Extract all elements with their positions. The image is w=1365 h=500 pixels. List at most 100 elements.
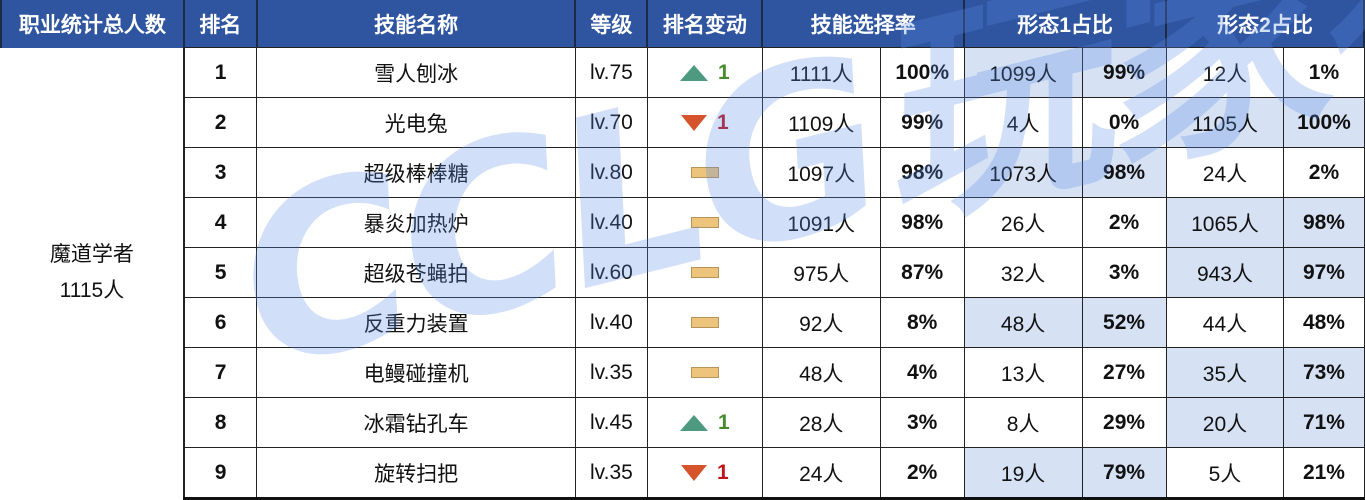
header-change: 排名变动	[646, 0, 764, 48]
pick-count-cell: 1111人	[761, 47, 881, 98]
no-change-icon	[690, 217, 719, 229]
form1-count-cell: 8人	[963, 397, 1083, 448]
form2-count-cell: 5人	[1165, 447, 1285, 500]
rank-change-cell: 1	[646, 47, 763, 98]
level-cell: lv.35	[574, 447, 648, 500]
form1-pct-cell: 79%	[1081, 447, 1167, 500]
no-change-icon	[690, 317, 719, 329]
rank-change-value: 1	[718, 60, 730, 84]
form2-pct-cell: 21%	[1283, 447, 1365, 500]
rank-change-cell	[646, 297, 763, 348]
skill-name-cell: 暴炎加热炉	[256, 197, 576, 248]
table-row: 7 电鳗碰撞机 lv.35 48人 4% 13人 27% 35人 73%	[1, 347, 1365, 398]
form1-pct-cell: 2%	[1081, 197, 1167, 248]
level-cell: lv.40	[574, 197, 648, 248]
table-row: 魔道学者 1115人 1 雪人刨冰 lv.75 1 1111人 100% 109…	[1, 47, 1365, 499]
no-change-icon	[690, 167, 719, 179]
rank-change-cell	[646, 247, 763, 298]
rank-cell: 6	[183, 297, 258, 348]
pick-count-cell: 28人	[761, 397, 881, 448]
skill-name-cell: 光电兔	[256, 97, 576, 148]
form2-count-cell: 35人	[1165, 347, 1285, 398]
level-cell: lv.80	[574, 147, 648, 198]
form1-pct-cell: 29%	[1081, 397, 1167, 448]
pick-rate-cell: 4%	[879, 347, 965, 398]
pick-count-cell: 48人	[761, 347, 881, 398]
rank-cell: 1	[183, 47, 258, 98]
rank-change-cell	[646, 147, 763, 198]
level-cell: lv.40	[574, 297, 648, 348]
rank-cell: 3	[183, 147, 258, 198]
form1-count-cell: 4人	[963, 97, 1083, 148]
level-cell: lv.35	[574, 347, 648, 398]
class-name: 魔道学者	[49, 243, 134, 266]
pick-rate-cell: 8%	[879, 297, 965, 348]
form1-pct-cell: 27%	[1081, 347, 1167, 398]
rank-change-value: 1	[718, 410, 730, 434]
rank-change-cell	[646, 347, 763, 398]
arrow-down-icon	[681, 464, 707, 481]
no-change-icon	[690, 367, 719, 379]
form2-count-cell: 1065人	[1165, 197, 1285, 248]
rank-cell: 4	[183, 197, 258, 248]
form1-pct-cell: 98%	[1081, 147, 1167, 198]
form1-count-cell: 1099人	[963, 47, 1083, 98]
form1-count-cell: 19人	[963, 447, 1083, 500]
level-cell: lv.45	[574, 397, 648, 448]
rank-cell: 7	[183, 347, 258, 398]
arrow-up-icon	[680, 64, 708, 81]
form1-count-cell: 48人	[963, 297, 1083, 348]
class-group-cell: 魔道学者 1115人	[1, 47, 185, 499]
header-rank: 排名	[182, 0, 258, 48]
table-row: 6 反重力装置 lv.40 92人 8% 48人 52% 44人 48%	[1, 297, 1365, 348]
pick-rate-cell: 2%	[879, 447, 965, 500]
rank-cell: 9	[183, 447, 258, 500]
header-level: 等级	[574, 0, 649, 48]
form2-pct-cell: 100%	[1283, 97, 1365, 148]
skill-name-cell: 反重力装置	[256, 297, 576, 348]
rank-cell: 2	[183, 97, 258, 148]
rank-change-cell: 1	[646, 397, 763, 448]
pick-count-cell: 92人	[761, 297, 881, 348]
form2-count-cell: 12人	[1165, 47, 1285, 98]
skill-name-cell: 雪人刨冰	[256, 47, 576, 98]
pick-count-cell: 975人	[761, 247, 881, 298]
rank-cell: 8	[183, 397, 258, 448]
pick-count-cell: 1097人	[761, 147, 881, 198]
form1-count-cell: 1073人	[963, 147, 1083, 198]
form1-pct-cell: 52%	[1081, 297, 1167, 348]
table-row: 8 冰霜钻孔车 lv.45 1 28人 3% 8人 29% 20人 71%	[1, 397, 1365, 448]
form2-count-cell: 24人	[1165, 147, 1285, 198]
pick-count-cell: 1109人	[761, 97, 881, 148]
table-row: 2 光电兔 lv.70 1 1109人 99% 4人 0% 1105人 100%	[1, 97, 1365, 148]
rank-cell: 5	[183, 247, 258, 298]
form2-pct-cell: 98%	[1283, 197, 1365, 248]
form1-pct-cell: 0%	[1081, 97, 1167, 148]
form2-pct-cell: 2%	[1283, 147, 1365, 198]
level-cell: lv.75	[574, 47, 648, 98]
skill-name-cell: 超级苍蝇拍	[256, 247, 576, 298]
form2-count-cell: 44人	[1165, 297, 1285, 348]
level-cell: lv.60	[574, 247, 648, 298]
header-skill: 技能名称	[255, 0, 577, 48]
rank-change-cell: 1	[646, 447, 763, 500]
pick-rate-cell: 98%	[879, 197, 965, 248]
arrow-down-icon	[681, 114, 707, 131]
skill-name-cell: 旋转扫把	[256, 447, 576, 500]
arrow-up-icon	[680, 414, 708, 431]
form2-pct-cell: 97%	[1283, 247, 1365, 298]
header-row: 职业统计总人数 排名 技能名称 等级 排名变动 技能选择率 形态1占比 形态2占…	[0, 0, 1365, 48]
table-row: 4 暴炎加热炉 lv.40 1091人 98% 26人 2% 1065人 98%	[1, 197, 1365, 248]
form2-count-cell: 1105人	[1165, 97, 1285, 148]
rank-change-value: 1	[717, 460, 729, 484]
form2-pct-cell: 73%	[1283, 347, 1365, 398]
skill-name-cell: 冰霜钻孔车	[256, 397, 576, 448]
pick-rate-cell: 98%	[879, 147, 965, 198]
form1-count-cell: 32人	[963, 247, 1083, 298]
header-form2: 形态2占比	[1165, 0, 1365, 48]
skill-name-cell: 电鳗碰撞机	[256, 347, 576, 398]
rank-change-value: 1	[717, 110, 729, 134]
no-change-icon	[690, 267, 719, 279]
form1-count-cell: 26人	[963, 197, 1083, 248]
